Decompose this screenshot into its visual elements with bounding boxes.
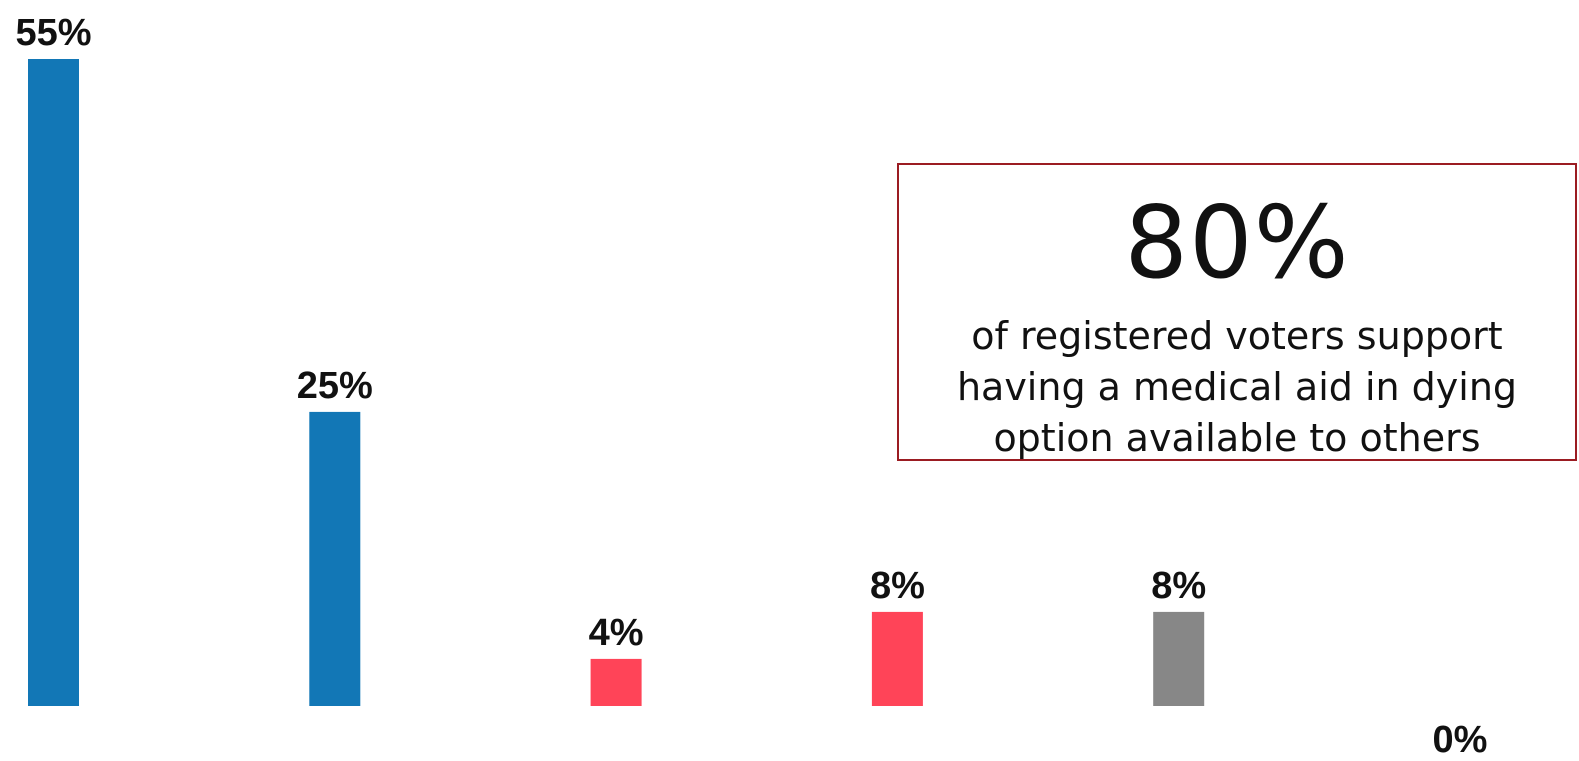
callout-value: 80%	[1124, 184, 1350, 301]
bar-value-label-3: 4%	[589, 612, 644, 654]
bar-4	[871, 611, 923, 706]
summary-callout: 80% of registered voters support having …	[897, 163, 1577, 461]
bar-value-label-4: 8%	[870, 565, 925, 607]
bar-value-label-6: 0%	[1433, 719, 1488, 761]
bar-2	[309, 411, 361, 706]
callout-text: of registered voters support having a me…	[956, 314, 1518, 460]
bar-value-label-1: 55%	[15, 12, 91, 54]
bar-5	[1153, 611, 1205, 706]
bar-value-label-5: 8%	[1151, 565, 1206, 607]
bar-1	[28, 59, 79, 706]
bar-3	[590, 658, 642, 706]
bar-value-label-2: 25%	[297, 365, 373, 407]
